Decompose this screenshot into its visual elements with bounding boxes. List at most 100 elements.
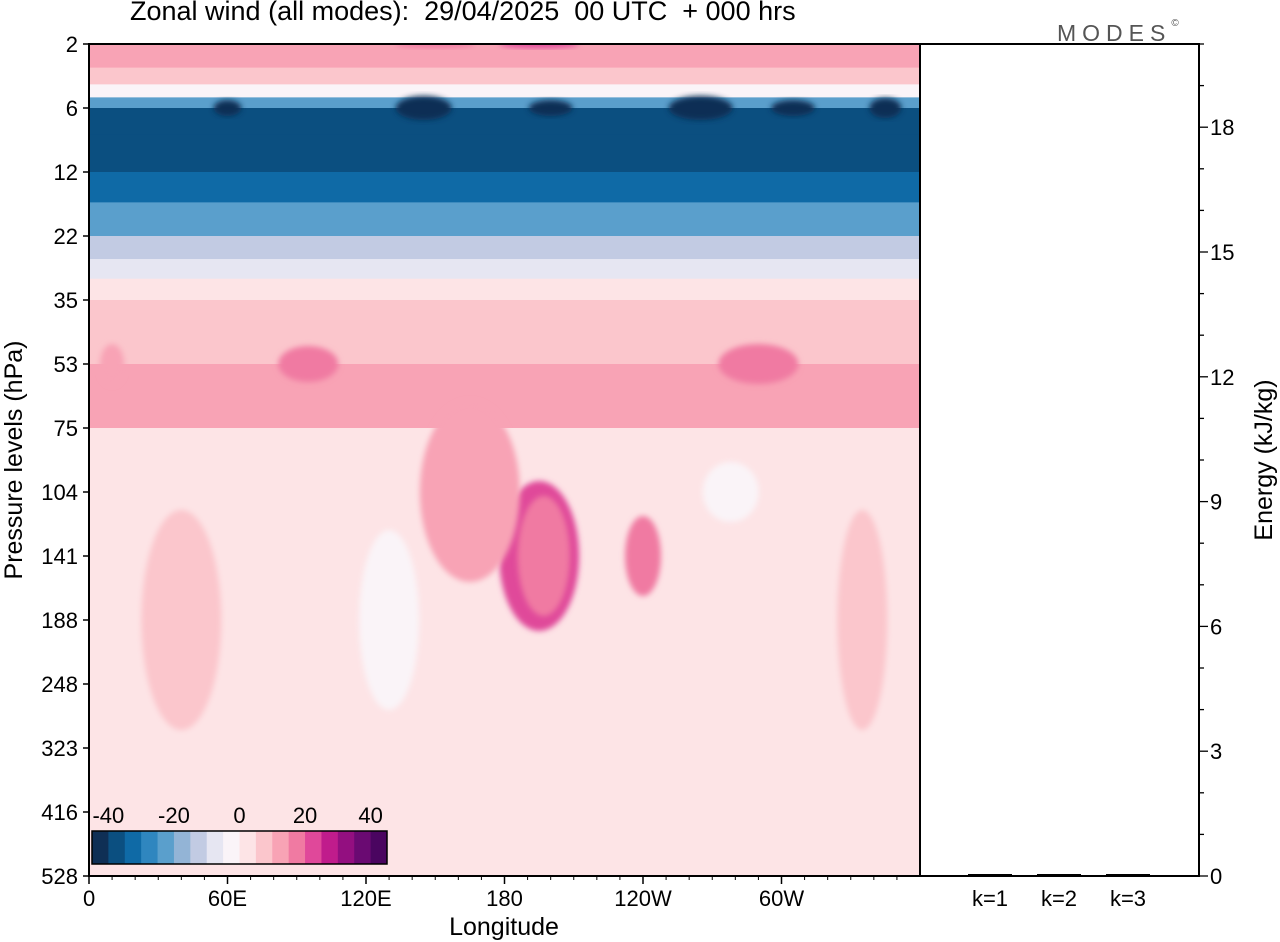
energy-bars: k=1 k=2 k=3 [968,874,1150,911]
bar-category-label: k=3 [1110,886,1146,911]
longitude-axis: 0 60E 120E 180 120W 60W [83,876,898,911]
heatmap-feature [771,100,816,116]
energy-axis-label: Energy (kJ/kg) [1250,379,1278,540]
heatmap-feature [837,510,888,730]
energy-panel-frame [919,43,1200,877]
heatmap-band [89,620,920,685]
y-tick-label: 248 [41,672,78,697]
colorbar-swatch [337,831,355,864]
x-tick-label: 60E [208,886,247,911]
energy-tick-label: 15 [1210,240,1234,265]
heatmap-band [89,684,920,749]
heatmap-feature [359,530,420,710]
colorbar-swatch [92,831,109,864]
y-tick-label: 2 [66,32,78,57]
heatmap-band [89,67,920,86]
y-axis-label: Pressure levels (hPa) [0,341,28,580]
energy-axis: 0 3 6 9 12 15 18 [1199,43,1234,889]
heatmap-feature [419,402,520,582]
colorbar-swatch [354,831,372,864]
zonal-wind-heatmap [89,44,920,876]
x-tick-label: 180 [486,886,523,911]
energy-tick-label: 3 [1210,739,1222,764]
heatmap-feature [395,96,452,120]
heatmap-feature [141,510,222,730]
pressure-axis: 2 6 12 22 35 53 75 104 141 188 248 323 416 528 [41,32,89,889]
energy-tick-label: 18 [1210,115,1234,140]
colorbar-swatch [272,831,290,864]
colorbar-swatch [190,831,208,864]
energy-tick-label: 6 [1210,614,1222,639]
y-tick-label: 104 [41,480,78,505]
colorbar-swatch [305,831,322,864]
heatmap-band [89,84,920,99]
heatmap-band [89,44,920,69]
x-tick-label: 60W [759,886,804,911]
heatmap-feature [528,100,573,116]
chart-title: Zonal wind (all modes): 29/04/2025 00 UT… [130,0,796,26]
y-tick-label: 6 [66,96,78,121]
heatmap-feature [625,516,661,596]
colorbar-frame [91,830,388,865]
energy-tick-label: 12 [1210,365,1234,390]
heatmap-band [89,202,920,237]
x-tick-label: 0 [83,886,95,911]
energy-tick-label: 9 [1210,490,1222,515]
bar-category-label: k=2 [1041,886,1077,911]
colorbar-swatch [239,831,257,864]
heatmap-band [89,300,920,365]
heatmap-band [89,172,920,204]
y-tick-label: 35 [54,288,78,313]
y-tick-label: 12 [54,160,78,185]
heatmap-feature [668,96,733,120]
energy-bar [1106,874,1150,876]
heatmap-band [89,278,920,301]
colorbar-swatch [370,831,388,864]
heatmap-band [89,748,920,813]
colorbar-swatch [124,831,142,864]
colorbar-swatch [255,831,273,864]
colorbar-swatch [223,831,240,864]
heatmap-feature [278,346,339,382]
energy-tick-label: 0 [1210,864,1222,889]
logo-mark: © [1171,18,1179,29]
energy-bar [968,874,1012,876]
x-axis-label: Longitude [449,913,559,941]
x-tick-label: 120W [614,886,672,911]
logo-text: MODES [1057,20,1172,46]
colorbar-label: -20 [158,803,190,828]
heatmap-band [89,236,920,261]
y-tick-label: 22 [54,224,78,249]
heatmap-band [89,97,920,109]
heatmap-feature [869,98,902,118]
modes-logo: MODES© [1057,18,1179,47]
colorbar-label: 0 [233,803,245,828]
colorbar-label: -40 [92,803,124,828]
colorbar-swatch [288,831,306,864]
colorbar-swatch [108,831,126,864]
y-tick-label: 528 [41,864,78,889]
colorbar: -40 -20 0 20 40 [91,803,388,865]
heatmap-band [89,364,920,429]
y-tick-label: 416 [41,800,78,825]
y-tick-label: 141 [41,544,78,569]
heatmap-feature [213,100,242,116]
colorbar-swatch [157,831,175,864]
heatmap-feature [702,462,759,522]
y-tick-label: 75 [54,416,78,441]
y-tick-label: 323 [41,736,78,761]
colorbar-swatch [173,831,191,864]
heatmap-feature [517,496,570,616]
x-tick-label: 120E [340,886,391,911]
colorbar-swatch [141,831,159,864]
heatmap-feature [100,344,125,384]
energy-bar [1037,874,1081,876]
y-tick-label: 188 [41,608,78,633]
y-tick-label: 53 [54,352,78,377]
bar-category-label: k=1 [972,886,1008,911]
colorbar-swatch [206,831,224,864]
heatmap-band [89,259,920,280]
colorbar-label: 40 [358,803,382,828]
